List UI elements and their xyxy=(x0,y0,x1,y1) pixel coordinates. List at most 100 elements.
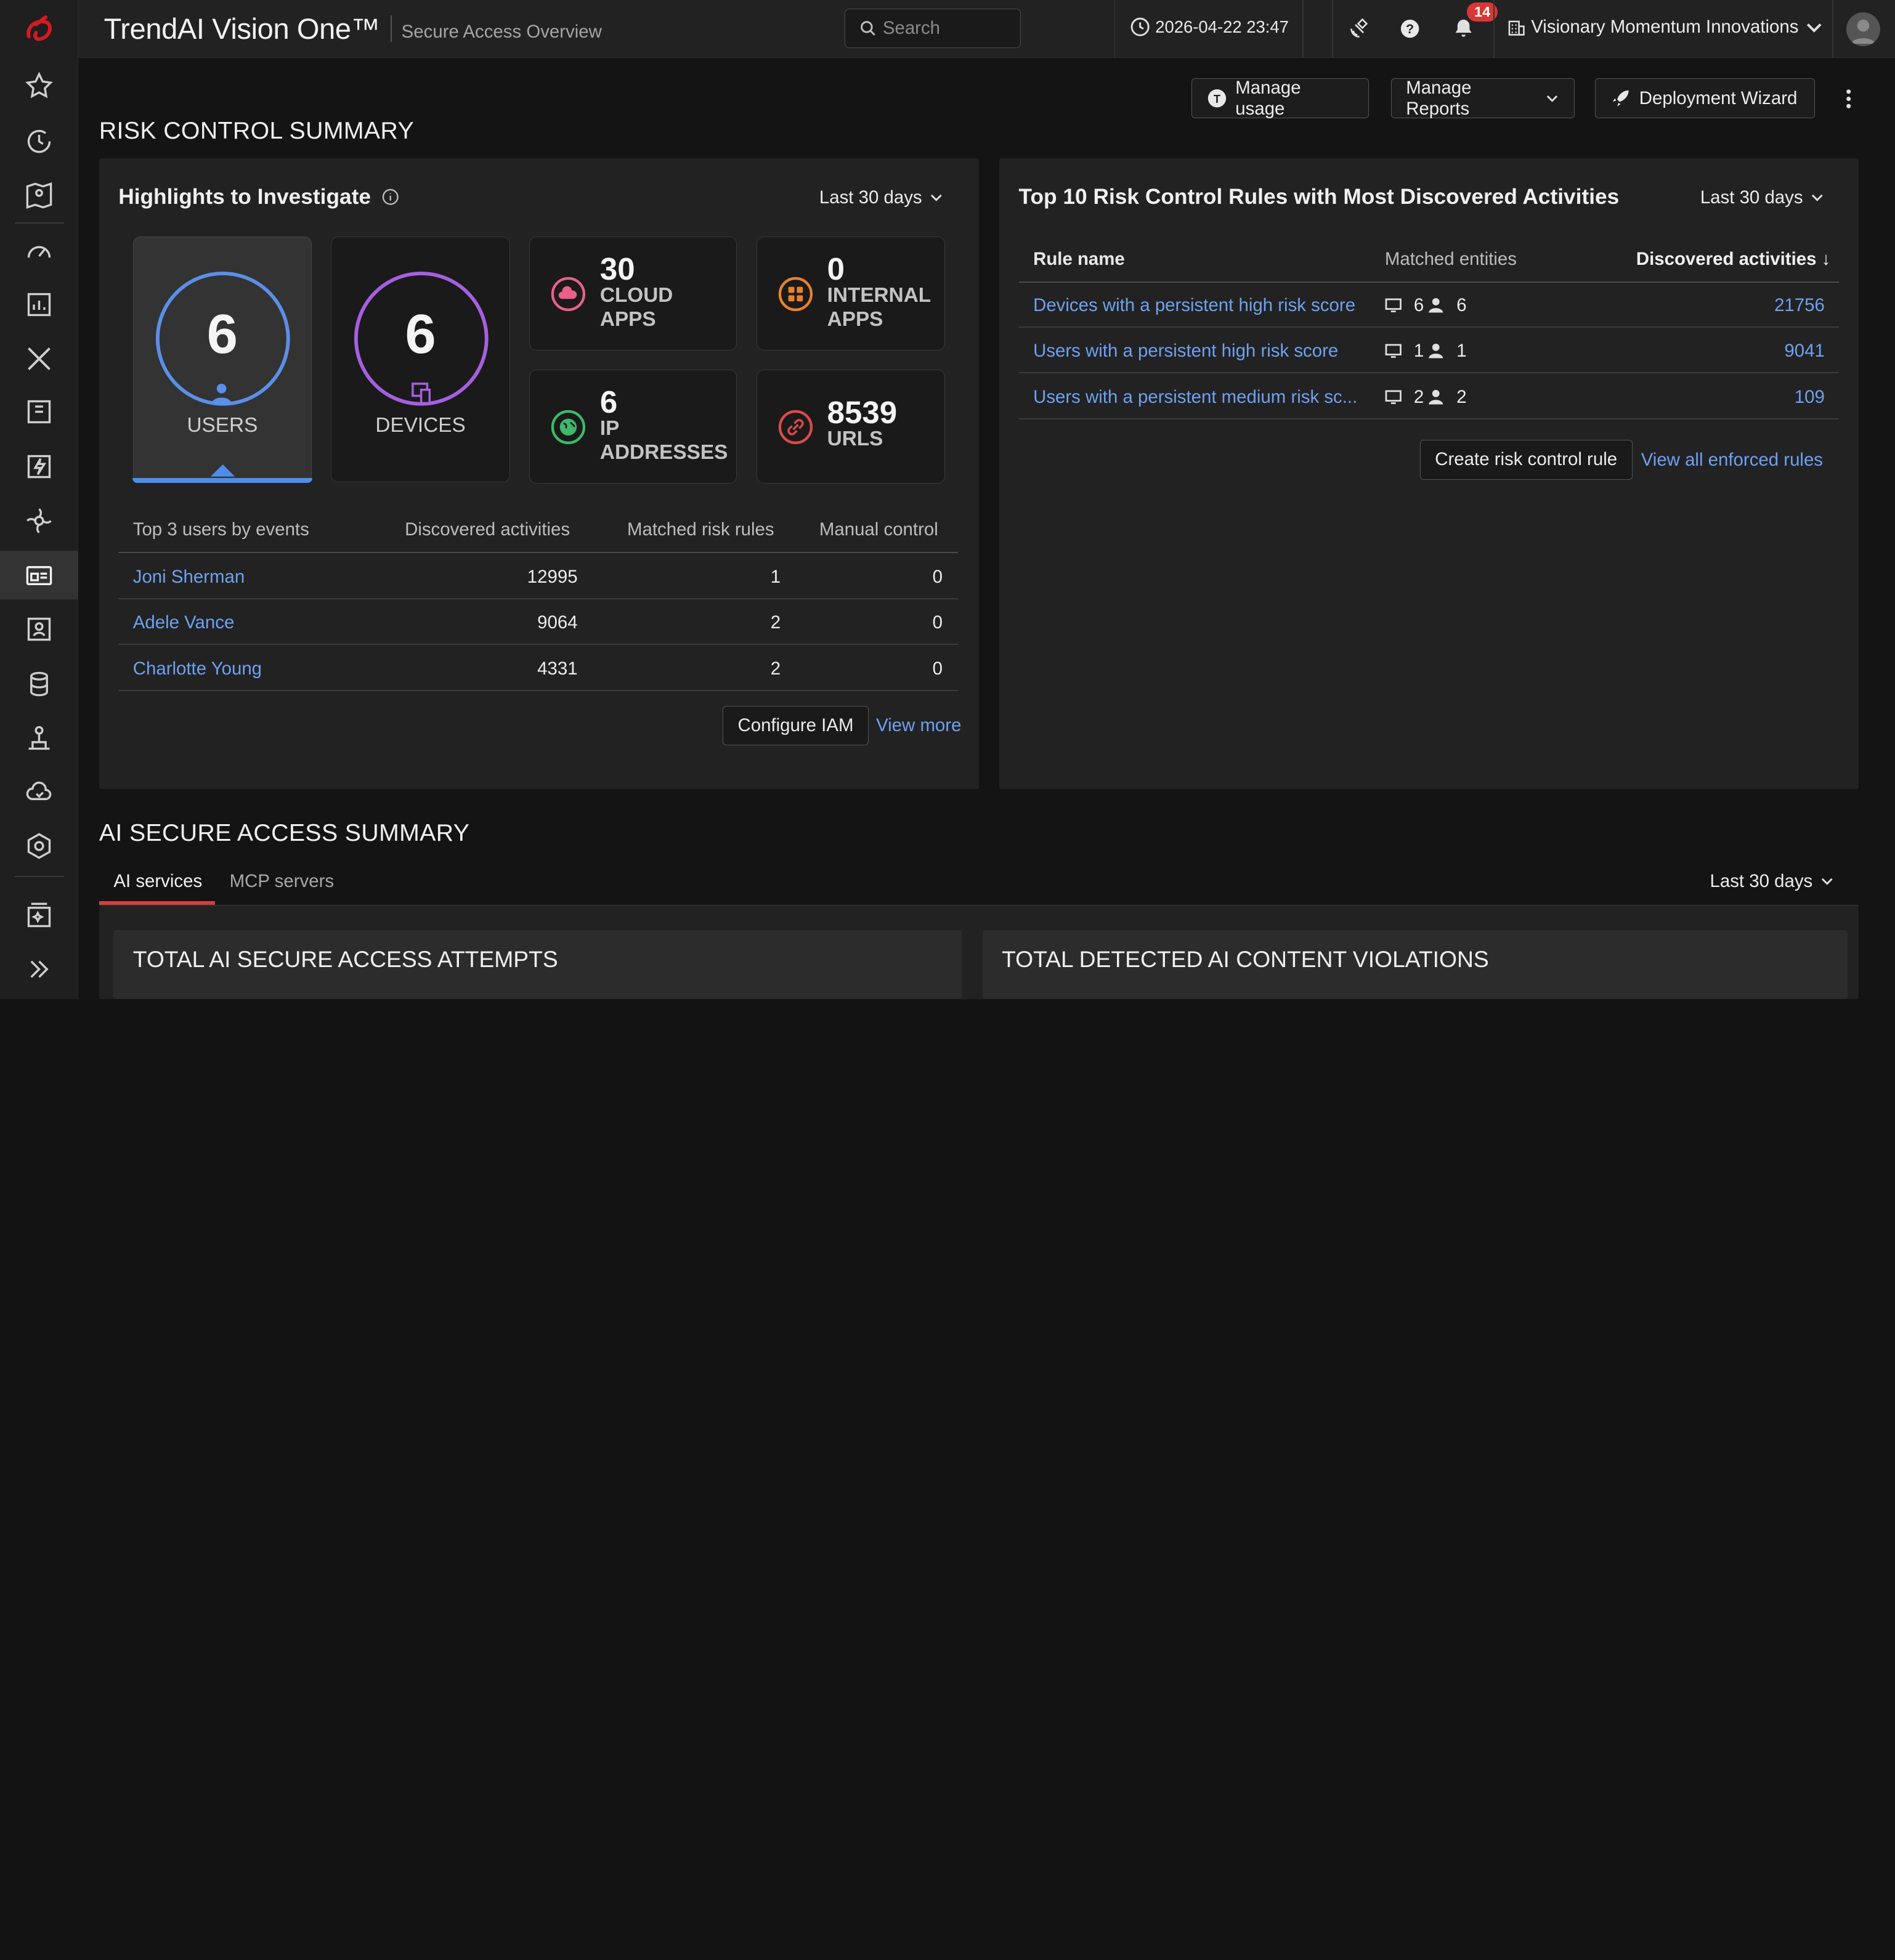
col-matched-entities: Matched entities xyxy=(1384,249,1517,270)
user-activities-1: 9064 xyxy=(537,612,578,633)
rule-activities-2[interactable]: 109 xyxy=(1794,386,1825,407)
users-tile[interactable]: 6 USERS xyxy=(132,237,312,483)
apps-grid-icon xyxy=(778,277,813,312)
manage-reports-label: Manage Reports xyxy=(1406,77,1472,119)
user-icon xyxy=(212,383,232,403)
top-rules-range-dropdown[interactable]: Last 30 days xyxy=(1700,187,1825,208)
manage-usage-label: Manage usage xyxy=(1235,77,1301,119)
left-nav-rail xyxy=(0,0,79,1000)
cloud-security-icon[interactable] xyxy=(0,767,78,816)
favorites-star-icon[interactable] xyxy=(0,62,78,110)
risk-control-summary-title: RISK CONTROL SUMMARY xyxy=(99,117,415,145)
more-options-icon[interactable] xyxy=(1839,84,1858,113)
top-rules-panel: Top 10 Risk Control Rules with Most Disc… xyxy=(999,158,1859,789)
view-more-link[interactable]: View more xyxy=(876,715,962,736)
dashboard-history-icon[interactable] xyxy=(0,117,78,165)
reports-chart-icon[interactable] xyxy=(0,280,78,328)
rule-activities-0[interactable]: 21756 xyxy=(1774,294,1825,315)
user-manual-1: 0 xyxy=(932,612,943,633)
network-icon[interactable] xyxy=(0,714,78,762)
link-icon xyxy=(778,410,813,445)
ai-assistant-icon[interactable] xyxy=(0,892,78,940)
info-icon[interactable] xyxy=(382,188,399,205)
rule-activities-1[interactable]: 9041 xyxy=(1784,341,1825,362)
tab-mcp-servers[interactable]: MCP servers xyxy=(229,871,335,892)
device-icon xyxy=(1385,344,1402,358)
configure-iam-button[interactable]: Configure IAM xyxy=(722,705,869,746)
org-switcher[interactable]: Visionary Momentum Innovations xyxy=(1507,17,1828,38)
rule-link-2[interactable]: Users with a persistent medium risk sc..… xyxy=(1033,386,1358,407)
col-top-users: Top 3 users by events xyxy=(132,519,309,540)
notifications-bell-icon[interactable] xyxy=(1449,15,1478,44)
gauge-icon[interactable] xyxy=(0,227,78,275)
create-risk-control-rule-button[interactable]: Create risk control rule xyxy=(1419,439,1633,480)
datetime-display[interactable]: 2026-04-22 23:47 xyxy=(1130,17,1289,37)
tabs-divider xyxy=(99,905,1859,907)
manage-reports-button[interactable]: Manage Reports xyxy=(1390,77,1575,119)
map-location-icon[interactable] xyxy=(0,172,78,220)
cloud-icon xyxy=(551,277,586,312)
manage-usage-button[interactable]: T Manage usage xyxy=(1191,77,1370,119)
user-icon xyxy=(1429,389,1443,405)
total-ai-content-violations-title: TOTAL DETECTED AI CONTENT VIOLATIONS xyxy=(1002,946,1489,972)
xdr-cross-icon[interactable] xyxy=(0,334,78,383)
user-link-0[interactable]: Joni Sherman xyxy=(132,566,245,587)
user-link-1[interactable]: Adele Vance xyxy=(132,612,235,633)
internal-apps-label: INTERNAL APPS xyxy=(827,283,931,331)
user-link-2[interactable]: Charlotte Young xyxy=(132,658,262,679)
rule-link-1[interactable]: Users with a persistent high risk score xyxy=(1033,341,1339,362)
col-matched-risk-rules: Matched risk rules xyxy=(627,519,774,540)
device-icon xyxy=(1385,298,1402,312)
ip-addresses-label: IP ADDRESSES xyxy=(599,416,728,464)
tab-ai-services[interactable]: AI services xyxy=(113,871,203,892)
chevron-down-icon xyxy=(1547,95,1558,102)
settings-hexagon-icon[interactable] xyxy=(0,822,78,870)
trend-logo-icon[interactable] xyxy=(19,12,58,46)
identity-security-icon[interactable] xyxy=(0,605,78,654)
internal-apps-count: 0 xyxy=(827,251,845,286)
playbook-icon[interactable] xyxy=(0,388,78,436)
globe-icon xyxy=(551,410,586,445)
user-manual-0: 0 xyxy=(932,566,943,587)
deployment-wizard-button[interactable]: Deployment Wizard xyxy=(1595,78,1816,119)
view-all-enforced-rules-link[interactable]: View all enforced rules xyxy=(1641,449,1824,470)
chevron-down-icon xyxy=(931,195,943,202)
search-input[interactable]: Search xyxy=(845,8,1021,49)
user-manual-2: 0 xyxy=(932,658,943,679)
col-discovered-activities-sort[interactable]: Discovered activities ↓ xyxy=(1636,249,1831,270)
datetime-text: 2026-04-22 23:47 xyxy=(1155,17,1289,37)
highlights-range-dropdown[interactable]: Last 30 days xyxy=(819,187,944,208)
expand-rail-icon[interactable] xyxy=(0,945,78,993)
building-icon xyxy=(1508,20,1525,36)
ai-range-dropdown[interactable]: Last 30 days xyxy=(1710,871,1835,892)
response-lightning-icon[interactable] xyxy=(0,442,78,490)
user-avatar[interactable] xyxy=(1846,12,1881,46)
urls-tile[interactable]: 8539 URLS xyxy=(756,370,945,484)
ip-addresses-tile[interactable]: 6 IP ADDRESSES xyxy=(529,370,737,484)
top-rules-title: Top 10 Risk Control Rules with Most Disc… xyxy=(1018,185,1620,209)
device-icon xyxy=(1385,390,1402,404)
cloud-apps-tile[interactable]: 30 CLOUD APPS xyxy=(529,237,737,350)
help-icon[interactable]: ? xyxy=(1396,15,1425,44)
svg-text:?: ? xyxy=(1406,22,1414,36)
chevron-down-icon xyxy=(1821,878,1833,886)
threat-intel-icon[interactable] xyxy=(0,496,78,545)
chevron-down-icon xyxy=(1812,195,1823,202)
users-ring xyxy=(156,272,290,407)
internal-apps-tile[interactable]: 0 INTERNAL APPS xyxy=(756,237,945,350)
data-security-icon[interactable] xyxy=(0,660,78,708)
satellite-icon[interactable] xyxy=(1345,15,1374,44)
users-count: 6 xyxy=(206,303,238,366)
user-rules-2: 2 xyxy=(770,658,781,679)
notification-count-badge: 14 xyxy=(1467,2,1498,22)
devices-tile[interactable]: 6 DEVICES xyxy=(331,237,510,482)
svg-text:T: T xyxy=(1213,92,1220,105)
rule-entities-2: 2 2 xyxy=(1385,387,1467,408)
rule-link-0[interactable]: Devices with a persistent high risk scor… xyxy=(1033,294,1356,315)
ai-secure-access-summary-title: AI SECURE ACCESS SUMMARY xyxy=(99,819,470,846)
brand-divider xyxy=(391,15,392,43)
usage-icon: T xyxy=(1207,89,1226,108)
user-icon xyxy=(1429,344,1443,358)
devices-ring xyxy=(354,272,489,407)
secure-access-icon[interactable] xyxy=(0,551,79,599)
